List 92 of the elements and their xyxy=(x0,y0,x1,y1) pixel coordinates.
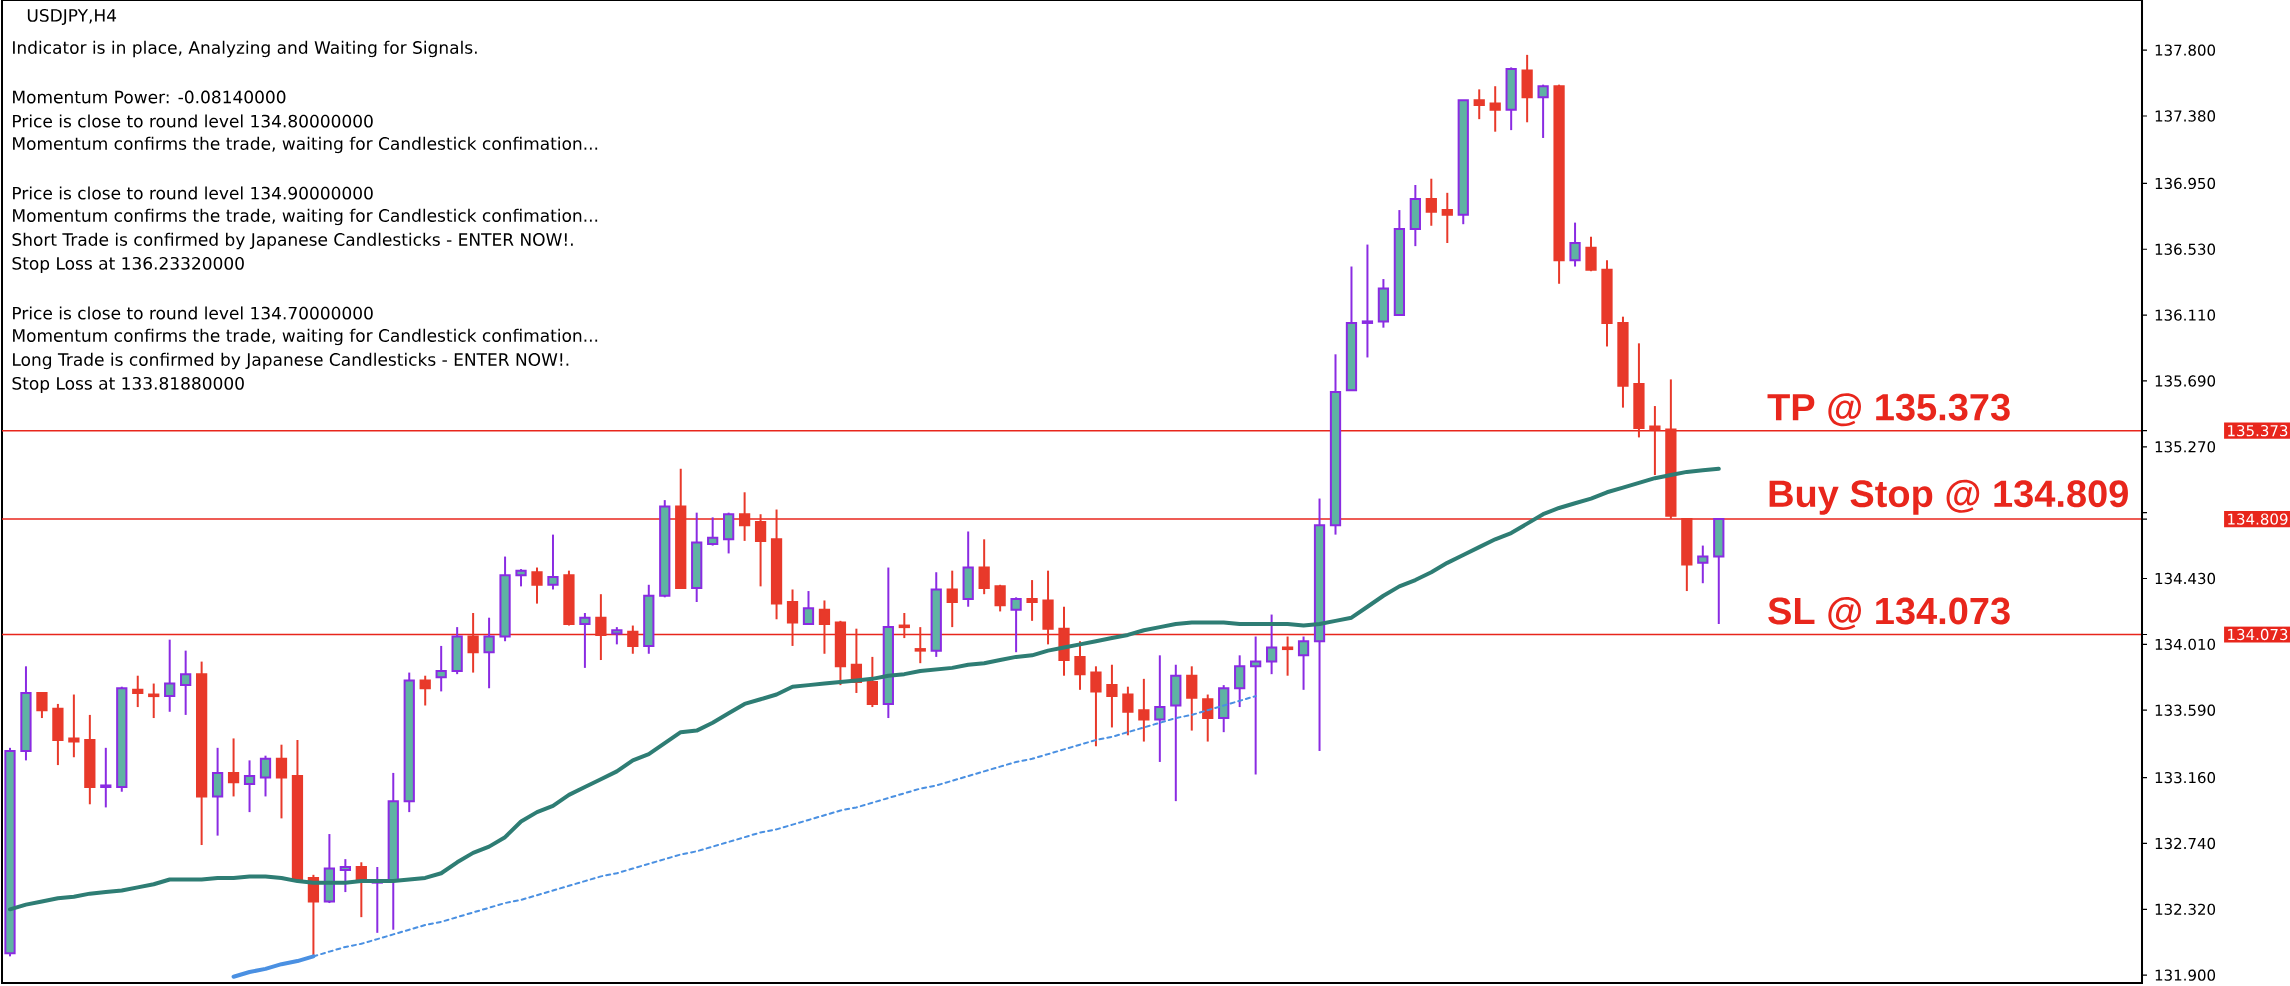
candlestick xyxy=(547,533,559,591)
candlestick xyxy=(627,624,639,655)
candlestick xyxy=(1154,654,1166,763)
candlestick xyxy=(1281,635,1294,677)
candlestick xyxy=(579,612,591,669)
candlestick xyxy=(1250,635,1262,776)
candlestick xyxy=(148,682,160,720)
candlestick xyxy=(275,743,288,820)
annotation: Price is close to round level 134.70000000 xyxy=(13,306,373,320)
candlestick xyxy=(754,513,767,588)
annotation: Momentum Power: -0.08140000 xyxy=(13,90,286,104)
candlestick xyxy=(707,516,719,547)
annotation: Price is close to round level 134.90000000 xyxy=(13,186,373,200)
annotation: Momentum confirms the trade, waiting for Candlestick confimation... xyxy=(13,328,598,346)
annotation: Momentum confirms the trade, waiting for Candlestick confimation... xyxy=(13,136,598,154)
y-tick-label: 134.010 xyxy=(2155,638,2216,651)
annotation: Stop Loss at 133.81880000 xyxy=(12,376,244,394)
candlestick xyxy=(132,674,144,709)
candlestick xyxy=(1234,654,1246,709)
candlestick xyxy=(1361,243,1374,359)
text: USDJPY,H4 xyxy=(27,8,117,26)
candlestick xyxy=(1010,596,1022,654)
candlestick xyxy=(786,588,799,647)
candlestick xyxy=(1122,685,1134,737)
y-tick-label: 137.380 xyxy=(2155,110,2216,122)
y-tick-label: 137.800 xyxy=(2155,44,2216,56)
candlestick xyxy=(36,691,48,720)
y-tick-label: 136.530 xyxy=(2155,243,2216,255)
candlestick xyxy=(1106,663,1118,729)
candlestick xyxy=(467,612,479,674)
y-tick-label: 133.590 xyxy=(2155,704,2216,716)
candlestick xyxy=(994,583,1006,613)
candlestick xyxy=(531,566,543,605)
y-tick-label: 132.320 xyxy=(2155,903,2216,915)
ref-line-label: TP @ 135.373 xyxy=(1767,393,2010,427)
candlestick xyxy=(914,626,926,665)
candlestick xyxy=(595,593,607,662)
candlestick xyxy=(68,693,80,759)
candlestick xyxy=(1202,693,1214,743)
candlestick xyxy=(1425,177,1437,227)
annotation: Long Trade is confirmed by Japanese Candlesticks - ENTER NOW!. xyxy=(13,352,569,370)
candlestick xyxy=(259,754,272,798)
y2-tick-label: 134.809 xyxy=(2228,513,2288,525)
candlestick xyxy=(866,655,878,709)
y-tick-label: 133.160 xyxy=(2155,771,2216,784)
y-tick-label: 134.430 xyxy=(2155,572,2216,585)
candlestick xyxy=(211,746,224,837)
annotation: Momentum confirms the trade, waiting for Candlestick confimation... xyxy=(13,208,598,226)
candlestick xyxy=(1585,235,1597,273)
candlestick xyxy=(1138,677,1150,743)
candlestick xyxy=(339,858,351,894)
candlestick xyxy=(1489,85,1501,133)
candlestick xyxy=(946,569,958,629)
candlestick xyxy=(483,616,495,690)
annotation: Indicator is in place, Analyzing and Waiting for Signals. xyxy=(13,40,477,58)
y-tick-label: 132.740 xyxy=(2155,837,2216,850)
candlestick xyxy=(100,746,112,809)
annotation: Price is close to round level 134.80000000 xyxy=(13,114,373,128)
y2-tick-label: 134.073 xyxy=(2228,628,2288,641)
ref-line-label: SL @ 134.073 xyxy=(1768,597,2010,631)
y-tick-label: 136.110 xyxy=(2155,309,2216,321)
candlestick xyxy=(1026,579,1038,622)
candlestick xyxy=(1074,640,1086,691)
y2-tick-label: 135.373 xyxy=(2228,424,2288,437)
candlestick xyxy=(227,737,240,798)
candlestick xyxy=(419,674,431,707)
candlestick xyxy=(978,538,990,596)
candlestick xyxy=(1569,221,1581,268)
candlestick xyxy=(1473,88,1485,121)
candlestick xyxy=(1441,191,1453,244)
y-tick-label: 136.950 xyxy=(2155,177,2216,190)
candlestick xyxy=(802,590,815,625)
annotation: Short Trade is confirmed by Japanese Candlesticks - ENTER NOW!. xyxy=(12,232,573,250)
candlestick xyxy=(435,644,447,693)
candlestick xyxy=(818,599,831,655)
ref-line-label: Buy Stop @ 134.809 xyxy=(1769,479,2128,515)
candlestick xyxy=(243,759,256,814)
candlestick xyxy=(1537,83,1549,139)
candlestick xyxy=(1297,635,1310,691)
y-tick-label: 131.900 xyxy=(2155,969,2216,981)
candlestick xyxy=(1186,665,1198,732)
candlestick xyxy=(164,638,176,713)
candlestick xyxy=(1697,544,1709,585)
y-tick-label: 135.690 xyxy=(2155,375,2216,387)
candlestick xyxy=(738,491,751,542)
y-tick-label: 135.270 xyxy=(2155,441,2216,453)
candlestick xyxy=(898,612,910,640)
candlestick xyxy=(180,649,192,716)
annotation: Stop Loss at 136.23320000 xyxy=(12,256,244,274)
candlestick xyxy=(1265,613,1278,676)
candlestick xyxy=(1090,665,1102,748)
candlestick xyxy=(1649,405,1661,477)
